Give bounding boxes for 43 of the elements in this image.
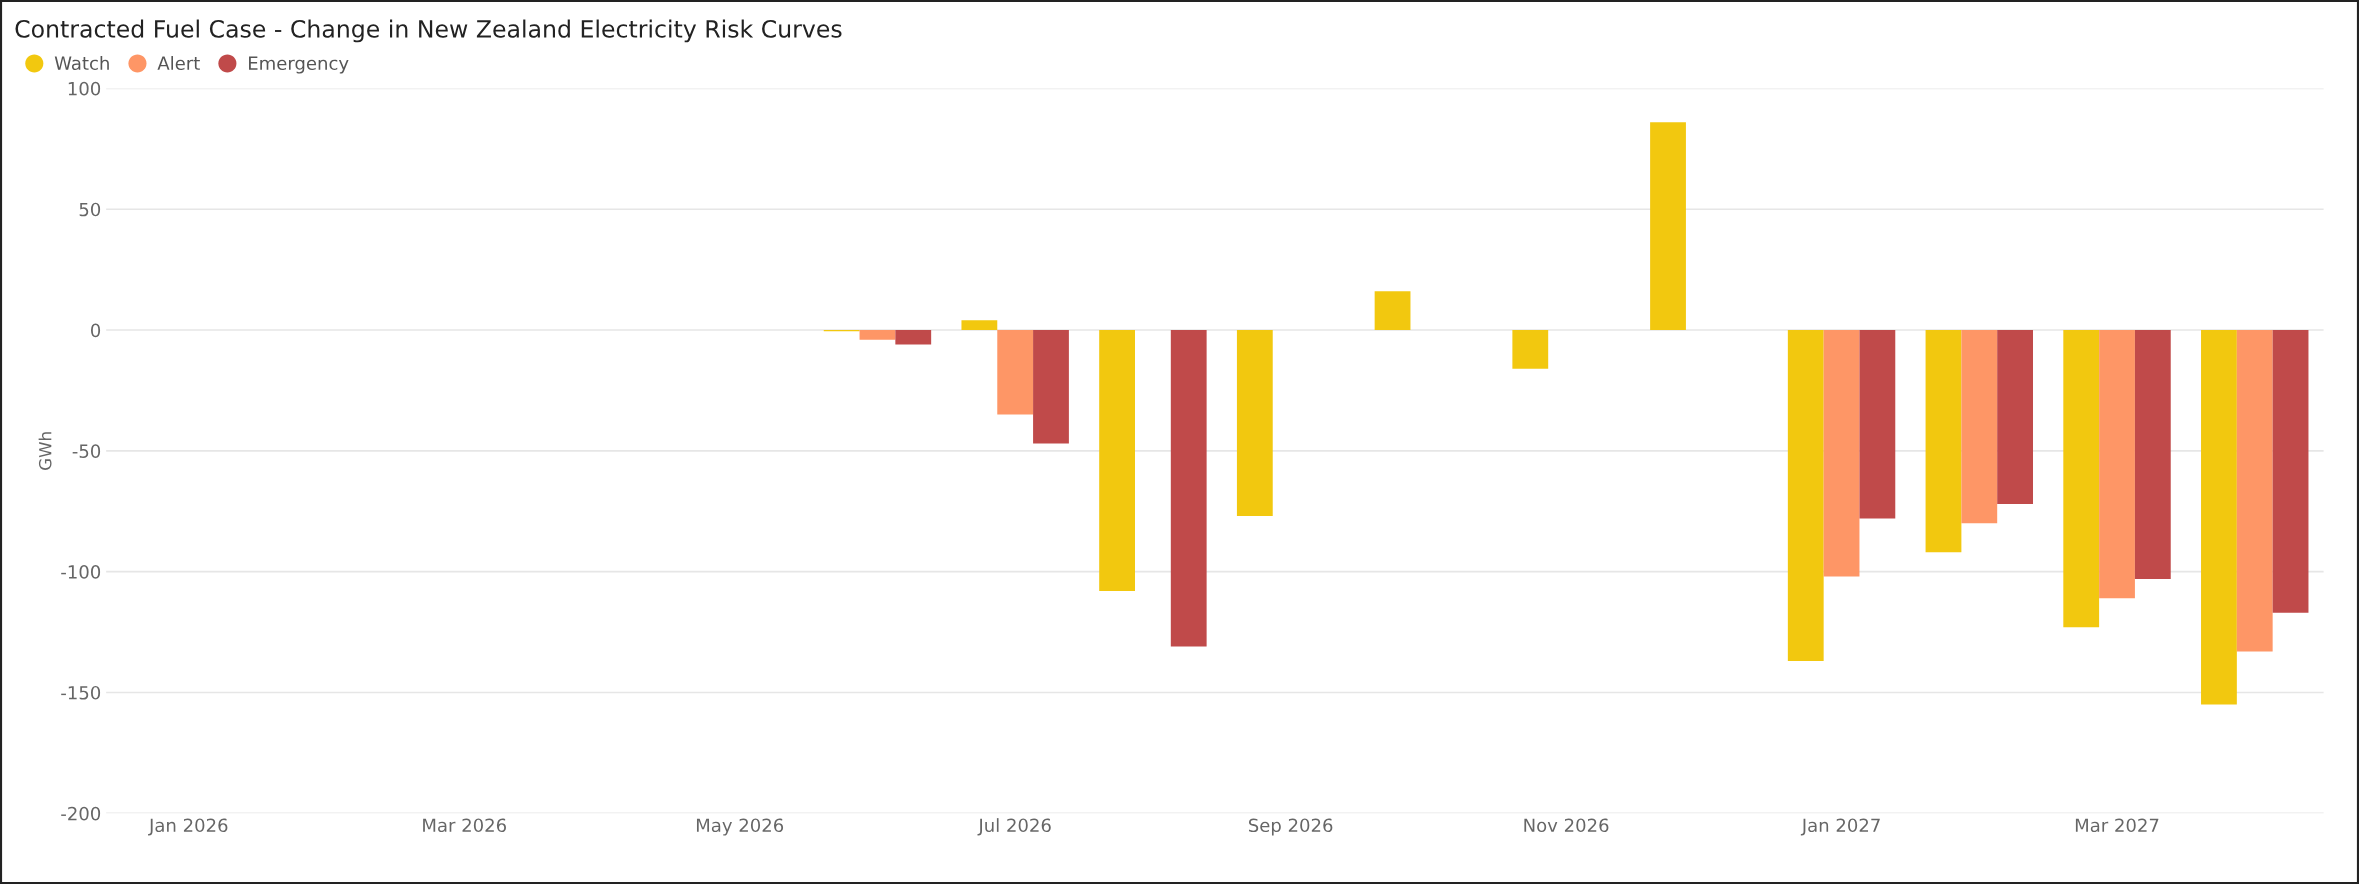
bar (2272, 330, 2309, 613)
y-axis-title: GWh (38, 432, 52, 470)
bar (997, 330, 1034, 415)
bar (1033, 330, 1069, 444)
bar (1859, 330, 1896, 519)
bar (2099, 330, 2135, 599)
x-tick-label: May 2026 (696, 818, 784, 836)
bar (2063, 330, 2100, 628)
x-tick-label: Mar 2026 (423, 818, 506, 833)
y-tick-label: 50 (79, 202, 101, 217)
bar (2134, 330, 2171, 579)
y-tick-label: -200 (61, 806, 101, 821)
y-tick-label: 100 (68, 81, 101, 96)
bar (1374, 291, 1411, 331)
legend-label: Watch (54, 56, 109, 71)
bar (1170, 330, 1207, 647)
y-tick-label: -150 (61, 685, 101, 700)
x-tick-label: Sep 2026 (1248, 818, 1333, 836)
bar (2236, 330, 2273, 652)
x-tick-label: Nov 2026 (1524, 818, 1609, 833)
bar (1961, 330, 1998, 524)
bar (2201, 330, 2237, 705)
bar (895, 330, 932, 345)
bar (859, 330, 896, 340)
legend-label: Emergency (249, 56, 349, 74)
x-tick-label: Jan 2026 (148, 818, 228, 836)
y-tick-label: -50 (72, 444, 101, 458)
bar (1650, 122, 1686, 331)
y-tick-label: -100 (61, 565, 101, 579)
bar (1997, 330, 2033, 504)
x-tick-label: Jan 2027 (1800, 818, 1880, 836)
y-tick-label: 0 (91, 323, 101, 338)
x-tick-label: Mar 2027 (2075, 818, 2159, 833)
chart-title: Contracted Fuel Case - Change in New Zealand Electricity Risk Curves (15, 19, 842, 43)
bar (1236, 330, 1273, 517)
bar (961, 320, 998, 331)
bar (1787, 330, 1824, 662)
bar (1823, 330, 1860, 577)
bar (1512, 330, 1549, 369)
bar (1925, 330, 1962, 553)
x-tick-label: Jul 2026 (977, 818, 1051, 836)
legend-label: Alert (157, 56, 200, 71)
bar (1099, 330, 1135, 591)
